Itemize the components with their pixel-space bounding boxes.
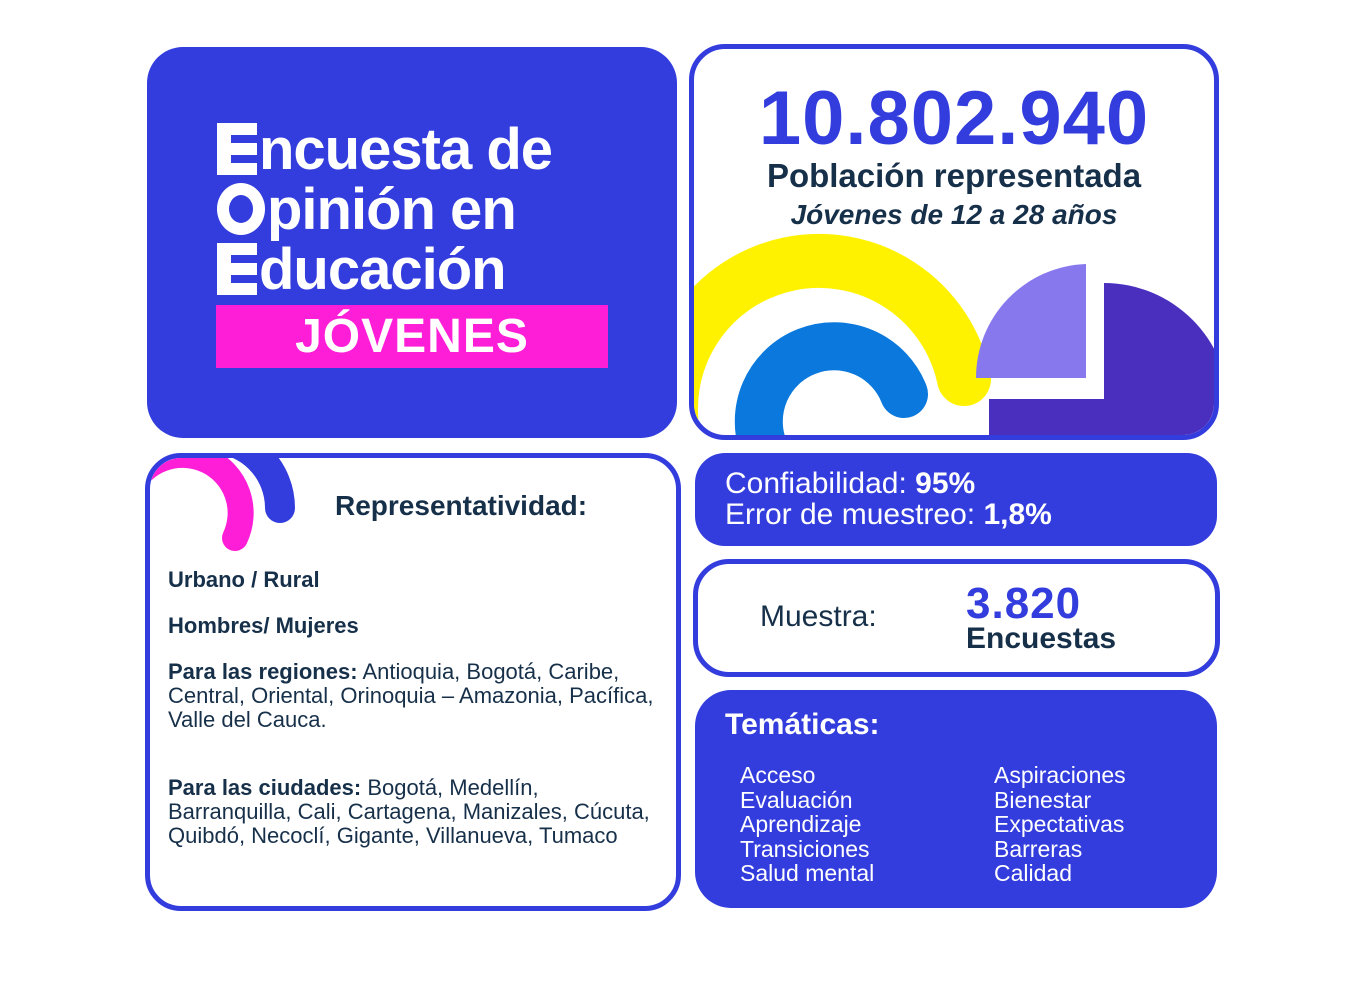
tematica-item: Evaluación (740, 786, 853, 813)
error-muestreo-value: 1,8% (983, 498, 1052, 531)
repr-hombres-mujeres: Hombres/ Mujeres (168, 613, 359, 638)
error-muestreo-line: Error de muestreo: 1,8% (725, 499, 1052, 531)
title-card: ncuesta de pinión en ducación JÓVENES (147, 47, 677, 438)
confiabilidad-value: 95% (915, 467, 976, 500)
repr-ciudades-label: Para las ciudades: (168, 775, 362, 800)
title-line-1-text: ncuesta de (259, 117, 553, 182)
representatividad-title: Representatividad: (335, 490, 588, 521)
population-decoration (694, 233, 1214, 435)
title-line-2-text: pinión en (267, 177, 517, 242)
jovenes-badge: JÓVENES (216, 305, 608, 368)
tematica-item: Calidad (994, 860, 1072, 886)
blue-arc-shape (232, 458, 295, 523)
representatividad-card: Representatividad: Urbano / Rural Hombre… (145, 453, 681, 911)
tematica-item: Aspiraciones (994, 762, 1126, 788)
title-line-3-text: ducación (259, 237, 507, 302)
repr-regiones: Para las regiones: Antioquia, Bogotá, Ca… (168, 660, 658, 732)
muestra-label: Muestra: (760, 600, 877, 633)
title-line-1: ncuesta de (217, 121, 553, 179)
tematicas-left-list: Acceso Evaluación Aprendizaje Transicion… (740, 763, 874, 886)
population-age-range: Jóvenes de 12 a 28 años (790, 199, 1118, 230)
repr-regiones-label: Para las regiones: (168, 659, 358, 684)
tematicas-title: Temáticas: (725, 708, 880, 741)
muestra-unit: Encuestas (966, 622, 1117, 655)
tematica-item: Aprendizaje (740, 811, 862, 837)
confiabilidad-card: Confiabilidad: 95% Error de muestreo: 1,… (695, 453, 1217, 546)
repr-ciudades: Para las ciudades: Bogotá, Medellín, Bar… (168, 776, 658, 848)
purple-quarter-shape (989, 283, 1214, 435)
repr-ciudades-text: Bogotá, Medellín, Barranquilla, Cali, Ca… (168, 775, 650, 848)
population-label: Población representada (766, 157, 1142, 194)
confiabilidad-label: Confiabilidad: (725, 467, 907, 500)
repr-regiones-text: Antioquia, Bogotá, Caribe, Central, Orie… (168, 659, 654, 732)
title-line-3: ducación (217, 241, 507, 299)
tematica-item: Salud mental (740, 860, 875, 886)
muestra-number: 3.820 (966, 579, 1082, 628)
population-card: 10.802.940 Población representada Jóvene… (689, 44, 1219, 440)
tematicas-right-list: Aspiraciones Bienestar Expectativas Barr… (994, 763, 1126, 886)
letter-e-icon (217, 243, 257, 295)
letter-e-icon (217, 123, 257, 175)
lavender-quarter-curve-shape (976, 264, 1086, 378)
representatividad-decoration (150, 458, 295, 551)
repr-urbano-rural: Urbano / Rural (168, 567, 320, 592)
tematica-item: Barreras (994, 835, 1083, 862)
muestra-card: Muestra: 3.820 Encuestas (693, 559, 1220, 677)
tematicas-card: Temáticas: Acceso Evaluación Aprendizaje… (695, 690, 1217, 908)
error-muestreo-label: Error de muestreo: (725, 498, 976, 531)
sky-blue-arc-shape (734, 322, 928, 435)
tematica-item: Transiciones (740, 835, 870, 862)
population-number: 10.802.940 (758, 76, 1150, 161)
letter-o-icon (217, 183, 265, 235)
magenta-arc-shape (150, 458, 254, 551)
title-line-2: pinión en (217, 181, 517, 239)
tematica-item: Bienestar (994, 786, 1092, 813)
tematica-item: Expectativas (994, 811, 1125, 837)
tematica-item: Acceso (740, 762, 816, 788)
confiabilidad-line: Confiabilidad: 95% (725, 468, 975, 500)
yellow-arc-shape (694, 233, 991, 435)
